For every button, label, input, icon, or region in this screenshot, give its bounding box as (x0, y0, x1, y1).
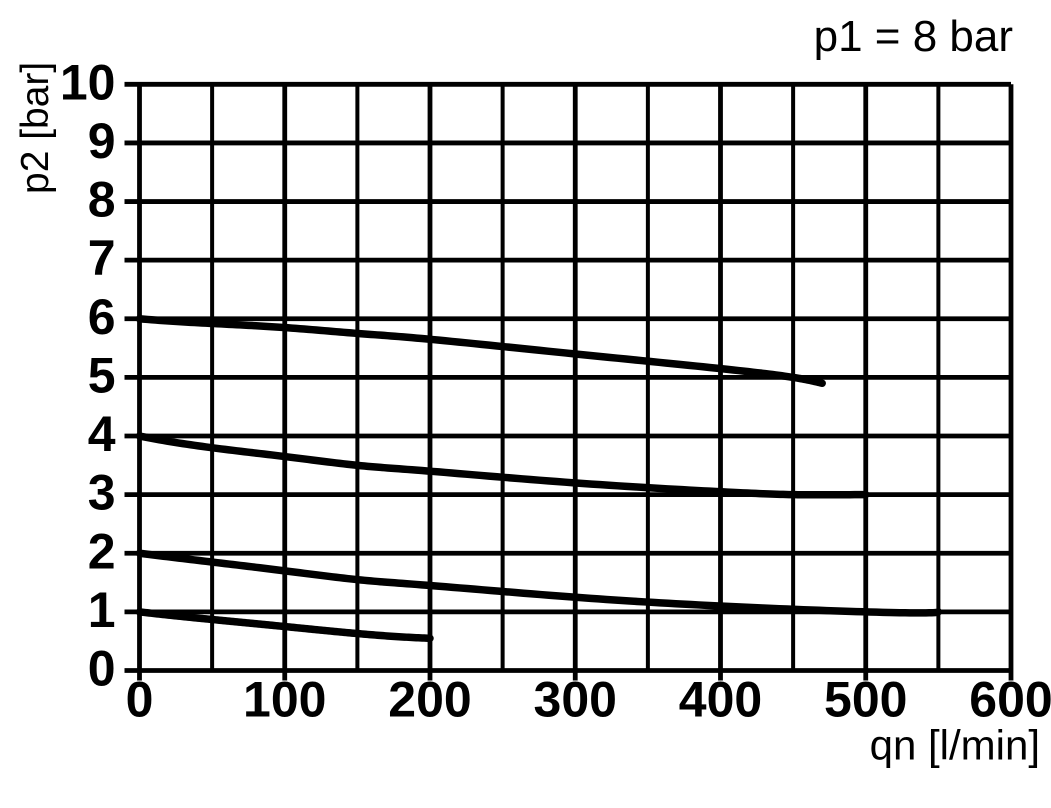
svg-text:200: 200 (388, 672, 471, 728)
svg-text:600: 600 (969, 672, 1051, 728)
svg-text:7: 7 (88, 230, 116, 286)
svg-text:0: 0 (88, 641, 116, 697)
svg-text:p2 [bar]: p2 [bar] (14, 62, 57, 194)
svg-text:qn [l/min]: qn [l/min] (870, 722, 1040, 769)
svg-text:3: 3 (88, 465, 116, 521)
svg-text:9: 9 (88, 113, 116, 169)
svg-text:6: 6 (88, 289, 116, 345)
svg-text:8: 8 (88, 172, 116, 228)
svg-text:5: 5 (88, 347, 116, 403)
svg-text:1: 1 (88, 582, 116, 638)
svg-text:4: 4 (88, 406, 116, 462)
svg-text:400: 400 (679, 672, 762, 728)
svg-text:p1 = 8 bar: p1 = 8 bar (814, 12, 1013, 61)
svg-text:10: 10 (60, 54, 116, 110)
svg-text:100: 100 (243, 672, 326, 728)
svg-text:0: 0 (126, 672, 154, 728)
svg-text:300: 300 (534, 672, 617, 728)
svg-text:500: 500 (824, 672, 907, 728)
svg-text:2: 2 (88, 523, 116, 579)
